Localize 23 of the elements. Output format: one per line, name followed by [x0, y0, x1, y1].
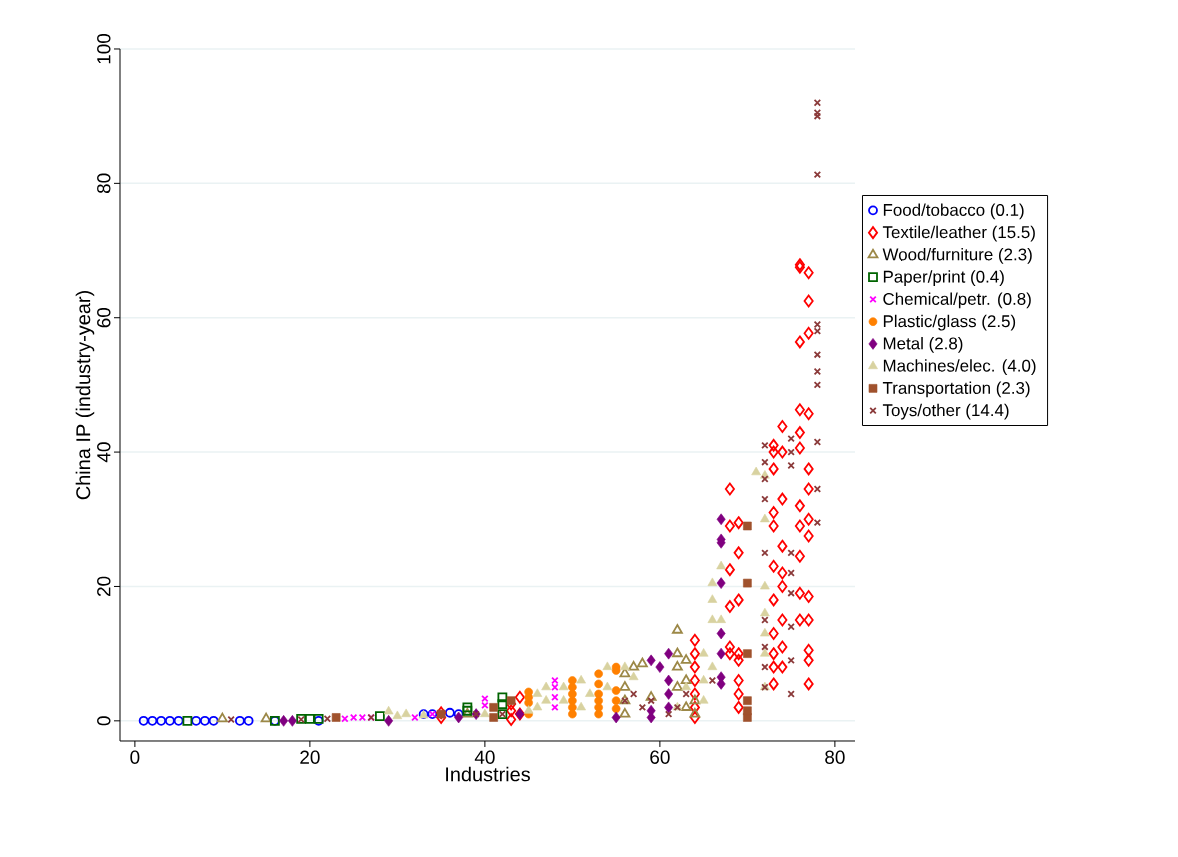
legend-label: Wood/furniture (2.3)	[882, 248, 1032, 264]
legend-label: Toys/other (14.4)	[882, 403, 1009, 420]
legend-label: Food/tobacco (0.1)	[883, 203, 1024, 220]
y-tick-label: 20	[97, 576, 111, 597]
y-tick-label: 100	[97, 33, 111, 64]
x-tick-label: 40	[474, 750, 495, 764]
legend-label: Plastic/glass (2.5)	[883, 314, 1016, 331]
legend-label: Transportation (2.3)	[882, 381, 1030, 398]
legend-label: Chemical/petr. (0.8)	[883, 292, 1031, 309]
y-tick-label: 80	[97, 173, 111, 194]
legend-label: Metal (2.8)	[883, 337, 963, 353]
x-tick-label: 80	[825, 750, 845, 764]
x-tick-label: 20	[300, 750, 320, 764]
x-tick-label: 60	[650, 750, 670, 764]
y-axis-title: China IP (industry-year)	[75, 291, 95, 500]
legend-label: Textile/leather (15.5)	[882, 225, 1035, 242]
x-axis-title: Industries	[446, 766, 530, 782]
y-tick-label: 60	[97, 307, 111, 328]
x-tick-label: 0	[130, 750, 140, 764]
y-tick-label: 0	[97, 716, 111, 726]
y-tick-label: 40	[97, 442, 111, 463]
legend-label: Paper/print (0.4)	[883, 270, 1004, 287]
legend-label: Machines/elec. (4.0)	[883, 359, 1036, 376]
